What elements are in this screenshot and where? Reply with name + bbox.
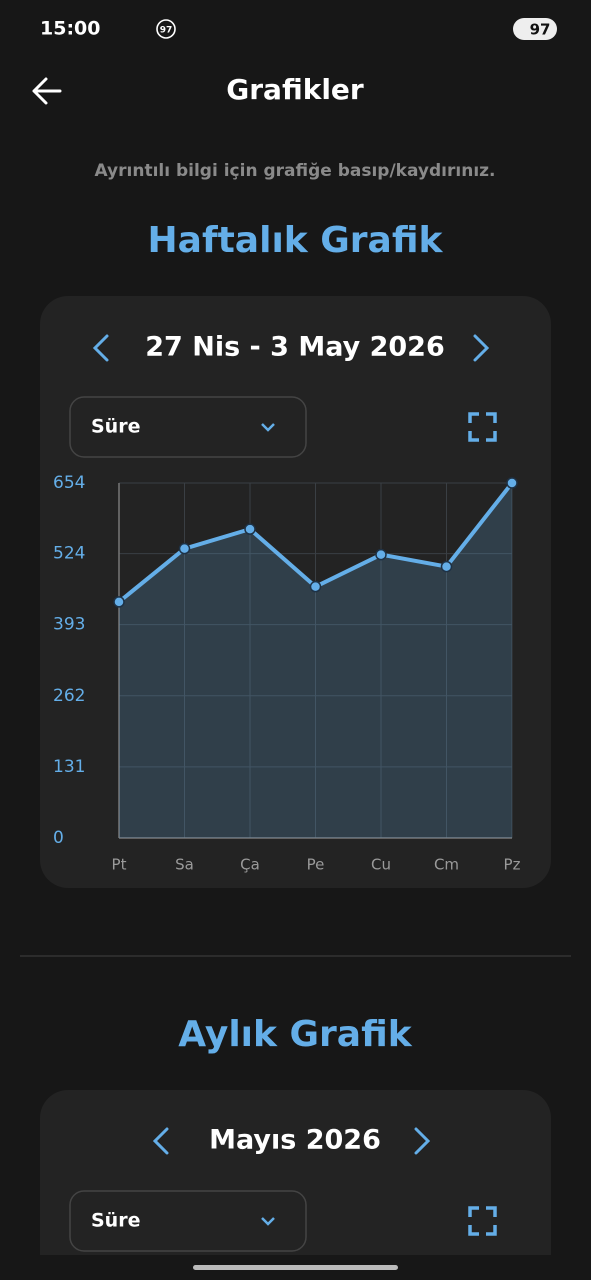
y-tick-label: 262 — [53, 686, 85, 706]
area — [119, 483, 512, 838]
y-tick-label: 393 — [53, 615, 85, 635]
fullscreen-button[interactable] — [468, 1206, 497, 1236]
hint-text: Ayrıntılı bilgi için grafiğe basıp/kaydı… — [95, 161, 496, 181]
dropdown-chevron — [261, 1217, 275, 1226]
point — [309, 580, 322, 593]
point — [375, 548, 387, 561]
point — [440, 560, 453, 573]
point — [113, 596, 125, 608]
prev-button[interactable] — [92, 334, 109, 362]
x-tick-label: Pz — [504, 856, 521, 874]
section-title: Aylık Grafik — [178, 1014, 412, 1055]
dropdown-value: Süre — [91, 416, 140, 438]
next-button[interactable] — [414, 1127, 431, 1155]
y-tick-label: 131 — [53, 757, 85, 777]
point — [506, 477, 518, 489]
point — [178, 542, 191, 555]
battery-icon — [513, 18, 557, 40]
y-tick-label: 0 — [53, 828, 64, 848]
badge-icon — [156, 19, 176, 39]
home-indicator[interactable] — [193, 1265, 398, 1270]
point — [244, 523, 256, 535]
y-tick-label: 654 — [53, 473, 85, 493]
next-button[interactable] — [473, 334, 490, 362]
page-title: Grafikler — [226, 73, 364, 106]
date-range: Mayıs 2026 — [209, 1125, 381, 1156]
x-tick-label: Cm — [434, 856, 459, 874]
section-title: Haftalık Grafik — [148, 220, 444, 261]
line-chart: 0 131 262 393 524 654 Pt Sa Ça Pe Cu Cm Pz — [53, 473, 521, 874]
status-time: 15:00 — [40, 18, 100, 40]
prev-button[interactable] — [152, 1127, 169, 1155]
dropdown[interactable] — [69, 396, 307, 458]
dropdown-chevron — [261, 423, 275, 432]
back-button[interactable] — [32, 77, 62, 105]
y-tick-label: 524 — [53, 544, 85, 564]
fullscreen-button[interactable] — [468, 412, 497, 442]
x-tick-label: Cu — [371, 856, 391, 874]
x-tick-label: Pt — [112, 856, 127, 874]
date-range: 27 Nis - 3 May 2026 — [145, 332, 445, 363]
chart-card — [40, 296, 551, 888]
status-badge: 97 — [160, 26, 173, 36]
dropdown[interactable] — [69, 1190, 307, 1252]
x-tick-label: Ça — [240, 856, 260, 874]
status-battery: 97 — [530, 21, 551, 39]
x-tick-label: Pe — [307, 856, 325, 874]
dropdown-value: Süre — [91, 1210, 140, 1232]
x-tick-label: Sa — [175, 856, 194, 874]
